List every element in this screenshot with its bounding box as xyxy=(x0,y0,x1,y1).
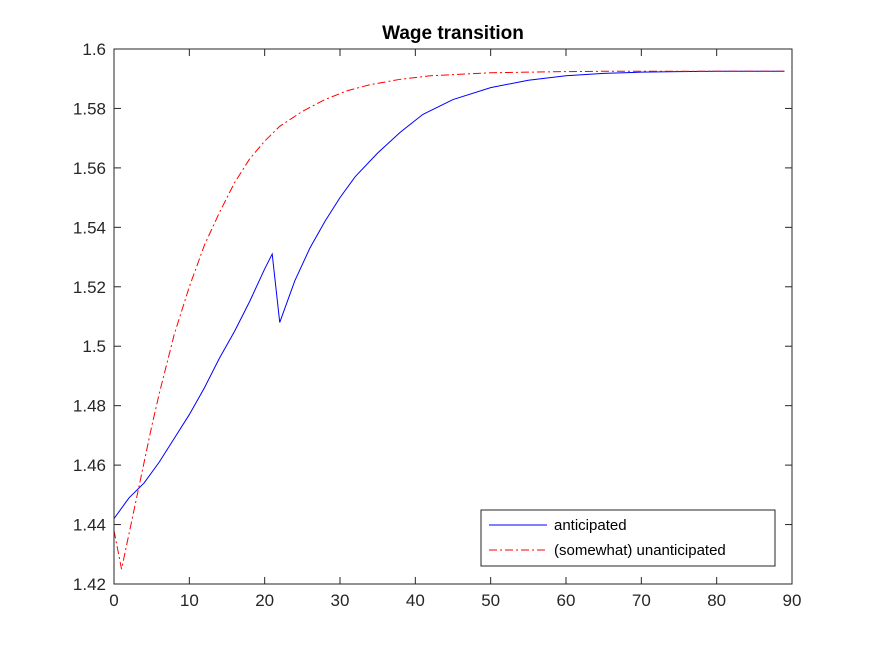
x-tick-label: 20 xyxy=(255,591,274,610)
series-line-2 xyxy=(113,70,785,570)
chart-title: Wage transition xyxy=(382,23,524,44)
y-tick-label: 1.44 xyxy=(73,516,106,535)
series-line-1 xyxy=(113,70,785,519)
y-tick-label: 1.54 xyxy=(73,218,106,237)
y-tick-label: 1.58 xyxy=(73,99,106,118)
legend-box xyxy=(480,509,776,567)
x-tick-label: 60 xyxy=(557,591,576,610)
x-tick-label: 30 xyxy=(331,591,350,610)
legend-label-1: anticipated xyxy=(554,517,627,534)
y-tick-label: 1.48 xyxy=(73,397,106,416)
x-tick-label: 90 xyxy=(783,591,802,610)
x-tick-label: 40 xyxy=(406,591,425,610)
series-layer xyxy=(113,70,785,570)
y-tick-label: 1.52 xyxy=(73,278,106,297)
axes-layer: 0 10 20 30 40 50 60 70 80 90 1.42 1.44 1.46 1.48 1.5 1.… xyxy=(73,40,802,610)
y-tick-label: 1.6 xyxy=(82,40,106,59)
x-tick-label: 70 xyxy=(632,591,651,610)
y-tick-label: 1.56 xyxy=(73,159,106,178)
axes-box xyxy=(113,48,793,585)
x-tick-label: 10 xyxy=(180,591,199,610)
y-tick-label: 1.46 xyxy=(73,456,106,475)
legend-label-2: (somewhat) unanticipated xyxy=(554,542,726,559)
x-tick-label: 0 xyxy=(109,591,118,610)
y-tick-label: 1.5 xyxy=(82,337,106,356)
x-tick-label: 50 xyxy=(481,591,500,610)
plot-area xyxy=(114,49,792,584)
legend: anticipated (somewhat) unanticipated xyxy=(480,509,776,567)
y-tick-label: 1.42 xyxy=(73,575,106,594)
x-tick-label: 80 xyxy=(707,591,726,610)
